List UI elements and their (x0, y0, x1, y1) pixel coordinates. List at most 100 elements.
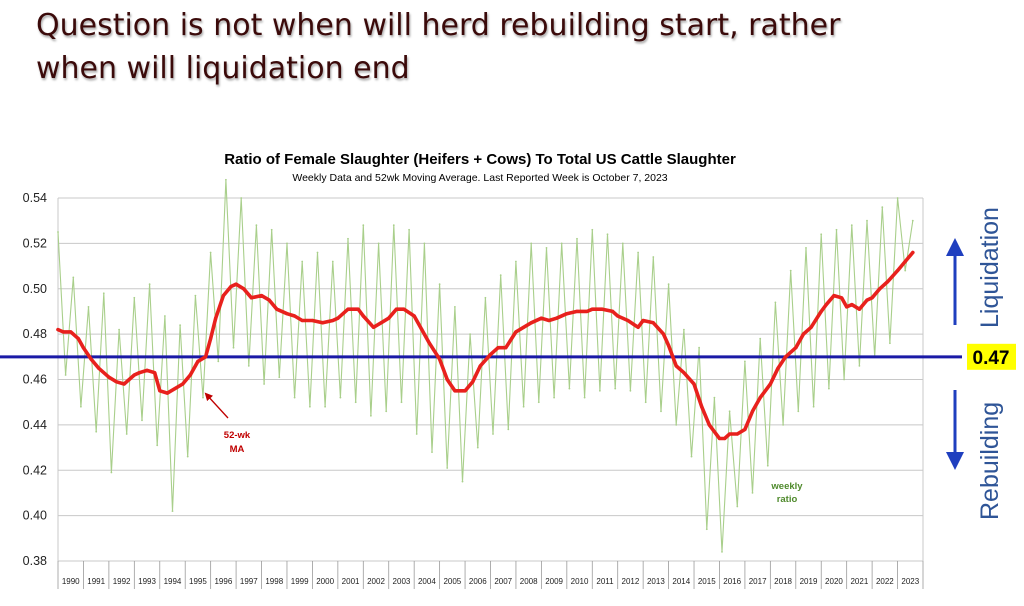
moving-average-point (911, 250, 915, 255)
moving-average-point (137, 371, 141, 375)
weekly-ratio-point (606, 233, 609, 236)
moving-average-point (565, 312, 569, 316)
x-tick-label: 1999 (291, 577, 309, 586)
y-tick-label: 0.48 (23, 327, 47, 341)
weekly-ratio-point (751, 492, 754, 494)
weekly-ratio-point (392, 224, 395, 227)
weekly-ratio-point (171, 510, 174, 512)
moving-average-point (700, 405, 704, 409)
moving-average-point (529, 321, 533, 325)
weekly-ratio-point (377, 242, 380, 245)
moving-average-point (56, 328, 60, 332)
x-tick-label: 2020 (825, 577, 843, 586)
moving-average-point (81, 346, 85, 350)
x-tick-label: 2013 (647, 577, 665, 586)
moving-average-point (221, 294, 225, 298)
moving-average-point (824, 303, 828, 307)
x-tick-label: 2003 (393, 577, 411, 586)
moving-average-point (728, 432, 732, 436)
moving-average-point (784, 355, 788, 359)
moving-average-point (590, 307, 594, 311)
moving-average-point (61, 330, 65, 334)
moving-average-point (641, 318, 645, 323)
weekly-ratio-point (469, 333, 471, 335)
x-tick-label: 2001 (342, 577, 360, 586)
weekly-ratio-point (240, 197, 243, 199)
moving-average-point (412, 314, 416, 318)
x-tick-label: 1995 (189, 577, 207, 586)
y-axis-ticks: 0.54 0.52 0.50 0.48 0.46 0.44 0.42 0.40 0.38 (23, 191, 47, 568)
weekly-ratio-point (179, 324, 182, 326)
moving-average-point (132, 373, 136, 377)
moving-average-point (768, 382, 773, 386)
y-tick-label: 0.42 (23, 463, 47, 477)
x-tick-label: 2017 (749, 577, 767, 586)
weekly-ratio-point (560, 242, 563, 245)
moving-average-point (514, 330, 518, 334)
moving-average-point (801, 332, 806, 336)
x-tick-label: 2000 (316, 577, 334, 586)
weekly-ratio-point (72, 276, 75, 279)
weekly-ratio-point (515, 260, 517, 263)
weekly-ratio-point (759, 337, 762, 340)
moving-average-point (379, 321, 383, 325)
x-tick-label: 2007 (494, 577, 512, 586)
weekly-ratio-point (125, 433, 128, 435)
weekly-ratio-point (316, 251, 319, 254)
moving-average-point (707, 423, 711, 427)
moving-average-point (267, 298, 271, 302)
moving-average-point (107, 375, 111, 379)
weekly-ratio-point (454, 306, 456, 308)
moving-average-point (76, 337, 80, 341)
weekly-ratio-point (484, 296, 487, 299)
slide-title-line2: when will liquidation end (36, 51, 410, 86)
weekly-ratio-point (644, 401, 647, 404)
moving-average-point (420, 328, 424, 332)
weekly-ratio-point (385, 410, 388, 413)
moving-average-point (651, 321, 655, 325)
moving-average-point (667, 343, 671, 348)
moving-average-point (145, 368, 149, 372)
weekly-ratio-point (263, 383, 265, 385)
weekly-ratio-point (347, 237, 349, 240)
weekly-ratio-point (118, 328, 120, 331)
weekly-ratio-point (537, 401, 540, 404)
y-tick-label: 0.44 (23, 418, 47, 432)
moving-average-point (234, 282, 238, 286)
moving-average-point (819, 309, 823, 313)
weekly-ratio-point (652, 256, 655, 258)
moving-average-point (794, 346, 798, 350)
moving-average-point (214, 316, 218, 320)
weekly-ratio-point (866, 219, 868, 222)
x-tick-label: 2014 (672, 577, 690, 586)
weekly-ratio-point (545, 247, 548, 249)
moving-average-point (122, 382, 126, 386)
weekly-ratio-point (57, 231, 59, 233)
x-tick-label: 2004 (418, 577, 436, 586)
moving-average-point (832, 294, 836, 298)
weekly-ratio-point (667, 283, 670, 286)
weekly-ratio-point (80, 405, 82, 408)
moving-average-point (204, 355, 208, 359)
moving-average-point (158, 389, 162, 393)
weekly-ratio-point (499, 274, 502, 276)
weekly-ratio-point (599, 389, 601, 392)
moving-average-point (209, 337, 213, 341)
moving-average-point (661, 332, 666, 336)
weekly-ratio-point (828, 387, 830, 390)
weekly-ratio-point (110, 471, 113, 474)
weekly-ratio-point (889, 342, 891, 345)
ma-annotation-arrow (204, 392, 229, 419)
weekly-ratio-point (148, 283, 151, 286)
weekly-ratio-point (705, 528, 708, 531)
weekly-ratio-point (446, 467, 449, 469)
x-tick-label: 2023 (901, 577, 919, 586)
weekly-ratio-point (225, 178, 227, 181)
weekly-ratio-point (637, 251, 639, 254)
moving-average-point (321, 321, 325, 325)
moving-average-point (427, 341, 431, 345)
weekly-ratio-point (209, 251, 212, 254)
moving-average-point (173, 387, 177, 391)
weekly-ratio-point (713, 396, 716, 399)
moving-average-point (692, 382, 696, 386)
